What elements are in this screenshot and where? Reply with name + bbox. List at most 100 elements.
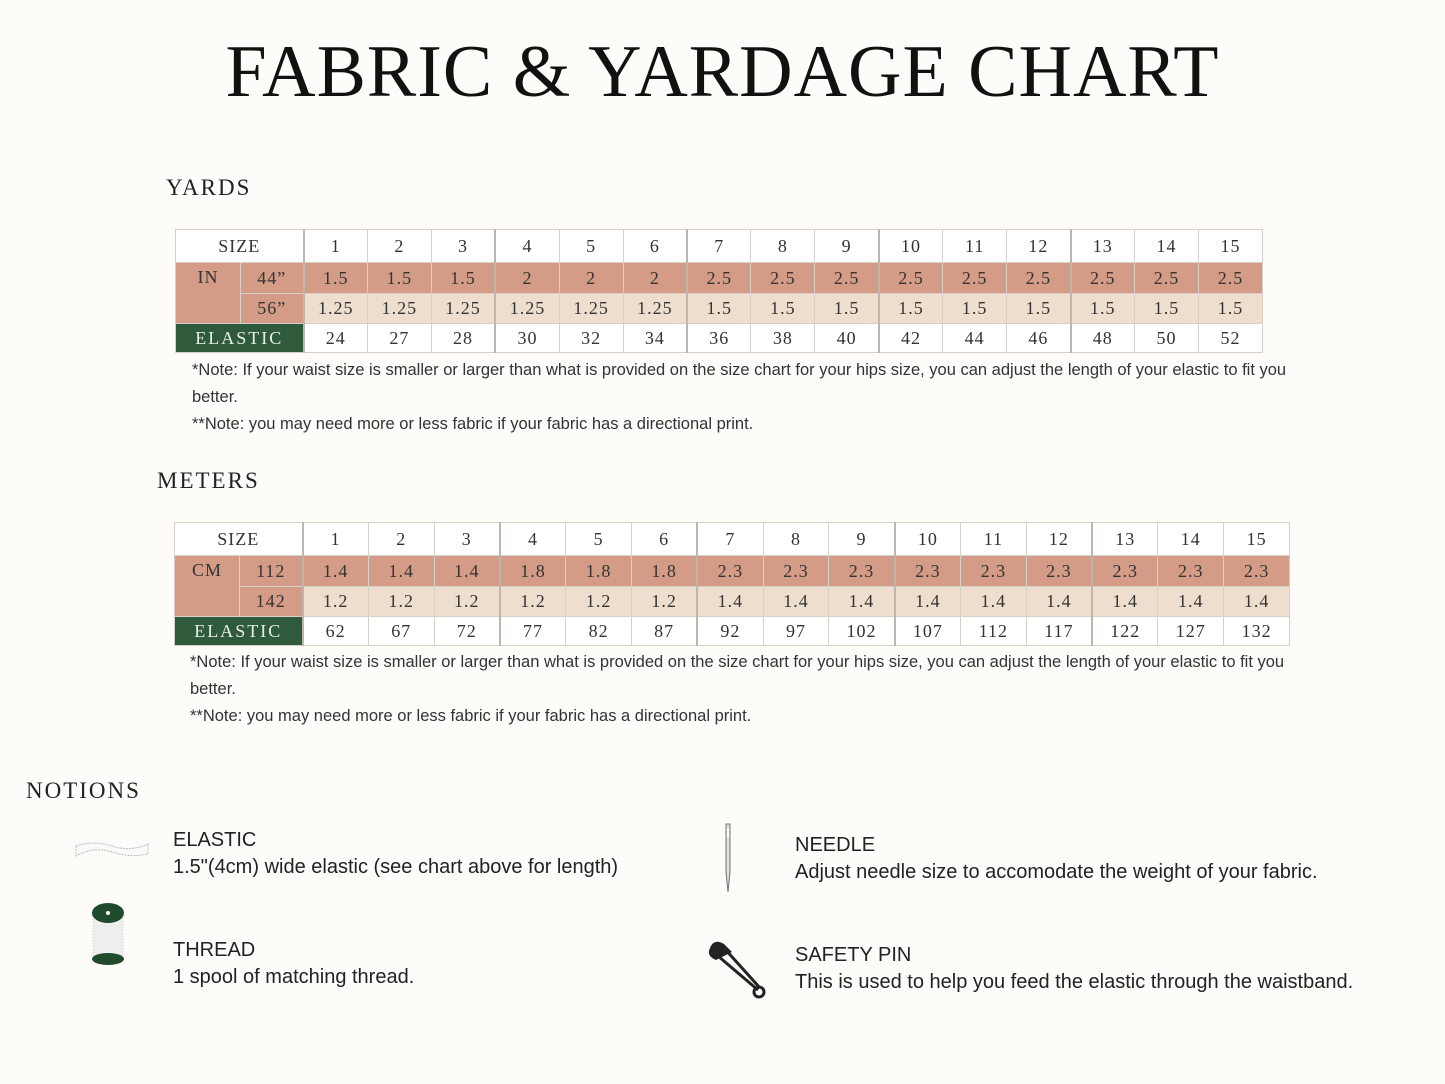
- yardage-cell: 1.5: [1006, 293, 1072, 324]
- size-header-cell: 2: [366, 229, 432, 263]
- page-title: FABRIC & YARDAGE CHART: [225, 31, 1220, 113]
- notion-needle: NEEDLE Adjust needle size to accomodate …: [795, 834, 1318, 884]
- elastic-length-cell: 122: [1091, 616, 1159, 646]
- elastic-length-cell: 67: [367, 616, 435, 646]
- yards-heading: YARDS: [166, 175, 252, 200]
- thread-spool-icon: [92, 903, 124, 965]
- yardage-cell: 1.4: [828, 586, 896, 617]
- elastic-length-cell: 92: [696, 616, 764, 646]
- yardage-cell: 2.3: [1223, 555, 1290, 587]
- yardage-cell: 1.5: [302, 262, 368, 294]
- meters-note-elastic: *Note: If your waist size is smaller or …: [190, 653, 1285, 698]
- fabric-width-label: 44”: [240, 262, 304, 294]
- notion-elastic: ELASTIC 1.5"(4cm) wide elastic (see char…: [173, 829, 618, 879]
- yardage-cell: 2.3: [828, 555, 896, 587]
- yardage-cell: 1.25: [622, 293, 688, 324]
- yardage-cell: 1.25: [494, 293, 560, 324]
- elastic-length-cell: 82: [565, 616, 632, 646]
- yardage-cell: 1.8: [498, 555, 567, 587]
- size-header-cell: 1: [302, 229, 368, 263]
- yardage-cell: 2.5: [1069, 262, 1135, 294]
- notion-desc: Adjust needle size to accomodate the wei…: [795, 861, 1318, 883]
- elastic-length-cell: 117: [1025, 616, 1093, 646]
- yardage-cell: 1.4: [762, 586, 830, 617]
- yardage-cell: 2.3: [959, 555, 1027, 587]
- yardage-cell: 2.5: [814, 262, 880, 294]
- fabric-width-row: 142 1.2 1.2 1.2 1.2 1.2 1.2 1.4 1.4 1.4 1.4 1.4 1.4 1…: [175, 586, 1290, 617]
- yardage-cell: 2.5: [877, 262, 944, 294]
- elastic-band-icon: [75, 842, 149, 857]
- elastic-length-cell: 38: [750, 323, 816, 353]
- yardage-cell: 1.5: [1069, 293, 1135, 324]
- size-header-cell: 9: [828, 522, 896, 556]
- size-header-cell: 9: [814, 229, 880, 263]
- safety-pin-icon: [708, 941, 766, 999]
- yardage-cell: 1.5: [942, 293, 1008, 324]
- yardage-cell: 2.3: [1091, 555, 1159, 587]
- size-header-cell: 13: [1091, 522, 1159, 556]
- yardage-cell: 2: [494, 262, 560, 294]
- size-header-cell: 6: [630, 522, 698, 556]
- meters-note-print: **Note: you may need more or less fabric…: [190, 707, 752, 725]
- size-header-cell: 4: [494, 229, 560, 263]
- yardage-cell: 2.5: [750, 262, 816, 294]
- fabric-width-row: CM 112 1.4 1.4 1.4 1.8 1.8 1.8 2.3 2.3 2.3 2.3 2.3 2.…: [174, 555, 1290, 617]
- yardage-cell: 1.4: [1157, 586, 1225, 617]
- elastic-length-cell: 42: [877, 323, 944, 353]
- size-header-cell: 11: [959, 522, 1027, 556]
- elastic-length-cell: 112: [959, 616, 1027, 646]
- yardage-cell: 1.4: [959, 586, 1027, 617]
- size-header-cell: 14: [1133, 229, 1199, 263]
- notion-desc: 1 spool of matching thread.: [173, 966, 415, 988]
- elastic-length-cell: 102: [828, 616, 896, 646]
- yards-notes: *Note: If your waist size is smaller or …: [192, 357, 1292, 438]
- elastic-length-cell: 127: [1157, 616, 1225, 646]
- size-header-cell: 6: [622, 229, 688, 263]
- yardage-cell: 2.3: [762, 555, 830, 587]
- size-header-row: SIZE 1 2 3 4 5 6 7 8 9 10 11 12 13 14 15: [175, 229, 1264, 263]
- elastic-length-cell: 32: [558, 323, 624, 353]
- size-header-cell: 12: [1025, 522, 1093, 556]
- yards-note-elastic: *Note: If your waist size is smaller or …: [192, 361, 1287, 406]
- notion-thread: THREAD 1 spool of matching thread.: [173, 939, 414, 989]
- fabric-width-row: 56” 1.25 1.25 1.25 1.25 1.25 1.25 1.5 1.5 1.5 1.5 1…: [176, 293, 1264, 324]
- yardage-cell: 1.4: [893, 586, 961, 617]
- needle-icon: [725, 823, 731, 893]
- size-header-cell: 7: [696, 522, 764, 556]
- fabric-width-label: 142: [239, 586, 303, 617]
- size-header-cell: 8: [750, 229, 816, 263]
- notion-title: ELASTIC: [173, 829, 257, 851]
- yardage-cell: 2.5: [686, 262, 752, 294]
- yardage-cell: 1.5: [366, 262, 432, 294]
- size-header-cell: 15: [1223, 522, 1290, 556]
- size-header-cell: 10: [877, 229, 944, 263]
- yardage-cell: 2: [558, 262, 624, 294]
- yardage-cell: 1.5: [430, 262, 496, 294]
- yardage-cell: 1.25: [302, 293, 368, 324]
- yardage-cell: 1.4: [367, 555, 435, 587]
- unit-label: CM: [174, 555, 240, 617]
- yardage-cell: 2.5: [942, 262, 1008, 294]
- yardage-cell: 1.4: [1025, 586, 1093, 617]
- yardage-cell: 1.25: [430, 293, 496, 324]
- yardage-cell: 1.5: [1133, 293, 1199, 324]
- elastic-length-cell: 107: [893, 616, 961, 646]
- size-label: SIZE: [174, 522, 303, 556]
- yardage-cell: 2.3: [1025, 555, 1093, 587]
- yardage-cell: 2.3: [1157, 555, 1225, 587]
- elastic-length-cell: 48: [1069, 323, 1135, 353]
- size-header-cell: 2: [367, 522, 435, 556]
- yardage-cell: 1.4: [1223, 586, 1290, 617]
- size-header-cell: 1: [301, 522, 369, 556]
- size-label: SIZE: [175, 229, 304, 263]
- elastic-length-cell: 34: [622, 323, 688, 353]
- yardage-cell: 1.5: [877, 293, 944, 324]
- notion-title: SAFETY PIN: [795, 944, 912, 966]
- elastic-label: ELASTIC: [174, 616, 303, 646]
- notion-title: NEEDLE: [795, 834, 876, 856]
- yardage-cell: 2.5: [1133, 262, 1199, 294]
- yardage-cell: 1.2: [498, 586, 567, 617]
- yards-table: SIZE 1 2 3 4 5 6 7 8 9 10 11 12 13 14 15 IN 44” 1.5 1.5 1.5 2…: [175, 229, 1264, 353]
- size-header-cell: 10: [893, 522, 961, 556]
- size-header-cell: 3: [433, 522, 501, 556]
